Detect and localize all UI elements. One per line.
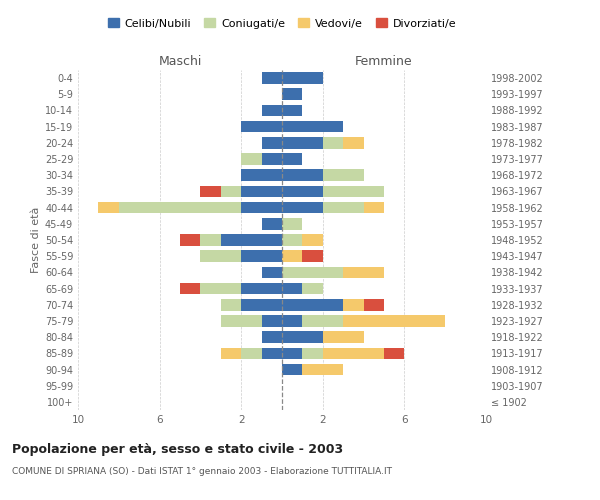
Text: COMUNE DI SPRIANA (SO) - Dati ISTAT 1° gennaio 2003 - Elaborazione TUTTITALIA.IT: COMUNE DI SPRIANA (SO) - Dati ISTAT 1° g…: [12, 468, 392, 476]
Bar: [282, 266, 343, 278]
Bar: [221, 234, 282, 246]
Bar: [323, 332, 364, 343]
Bar: [262, 137, 282, 148]
Bar: [200, 282, 241, 294]
Bar: [180, 234, 200, 246]
Bar: [323, 202, 364, 213]
Bar: [241, 348, 262, 359]
Bar: [241, 170, 282, 181]
Bar: [241, 299, 282, 310]
Bar: [282, 202, 323, 213]
Bar: [221, 186, 241, 198]
Bar: [262, 315, 282, 327]
Bar: [241, 121, 282, 132]
Bar: [302, 250, 323, 262]
Bar: [302, 348, 323, 359]
Bar: [302, 364, 343, 376]
Bar: [343, 137, 364, 148]
Bar: [119, 202, 241, 213]
Bar: [282, 250, 302, 262]
Bar: [241, 153, 262, 165]
Bar: [282, 315, 302, 327]
Bar: [221, 348, 241, 359]
Bar: [282, 121, 343, 132]
Bar: [302, 282, 323, 294]
Bar: [282, 218, 302, 230]
Bar: [241, 282, 282, 294]
Legend: Celibi/Nubili, Coniugati/e, Vedovi/e, Divorziati/e: Celibi/Nubili, Coniugati/e, Vedovi/e, Di…: [106, 16, 458, 31]
Bar: [282, 72, 323, 84]
Bar: [200, 186, 221, 198]
Bar: [180, 282, 200, 294]
Text: Popolazione per età, sesso e stato civile - 2003: Popolazione per età, sesso e stato civil…: [12, 442, 343, 456]
Bar: [282, 348, 302, 359]
Bar: [262, 266, 282, 278]
Bar: [282, 234, 302, 246]
Y-axis label: Fasce di età: Fasce di età: [31, 207, 41, 273]
Bar: [323, 348, 384, 359]
Bar: [241, 250, 282, 262]
Bar: [262, 72, 282, 84]
Bar: [200, 234, 221, 246]
Bar: [364, 202, 384, 213]
Bar: [343, 299, 364, 310]
Bar: [282, 299, 343, 310]
Bar: [282, 104, 302, 117]
Bar: [200, 250, 241, 262]
Bar: [241, 202, 282, 213]
Bar: [262, 104, 282, 117]
Bar: [262, 153, 282, 165]
Bar: [282, 170, 323, 181]
Bar: [98, 202, 119, 213]
Bar: [282, 282, 302, 294]
Text: Femmine: Femmine: [355, 56, 413, 68]
Bar: [262, 332, 282, 343]
Bar: [241, 186, 282, 198]
Bar: [302, 315, 343, 327]
Bar: [323, 170, 364, 181]
Text: Maschi: Maschi: [158, 56, 202, 68]
Bar: [282, 332, 323, 343]
Bar: [282, 88, 302, 100]
Bar: [302, 234, 323, 246]
Bar: [343, 266, 384, 278]
Bar: [221, 315, 262, 327]
Bar: [323, 186, 384, 198]
Bar: [384, 348, 404, 359]
Bar: [282, 137, 323, 148]
Bar: [262, 218, 282, 230]
Bar: [282, 186, 323, 198]
Bar: [262, 348, 282, 359]
Bar: [364, 299, 384, 310]
Bar: [221, 299, 241, 310]
Bar: [343, 315, 445, 327]
Bar: [282, 364, 302, 376]
Bar: [282, 153, 302, 165]
Bar: [323, 137, 343, 148]
